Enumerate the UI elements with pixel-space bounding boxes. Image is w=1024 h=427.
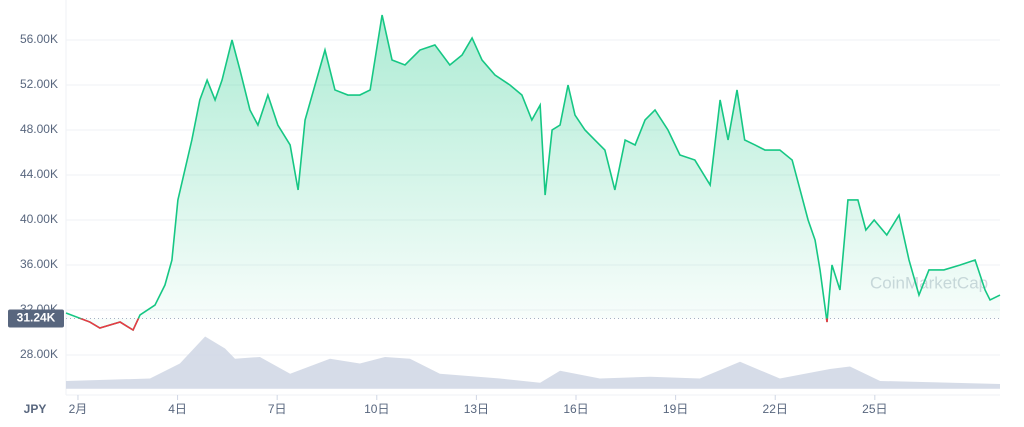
x-tick-label: 10日: [364, 402, 389, 416]
y-tick-label: 48.00K: [20, 122, 58, 136]
x-tick-label: 13日: [464, 402, 489, 416]
x-tick-label: 4日: [168, 402, 187, 416]
y-tick-label: 56.00K: [20, 32, 58, 46]
y-tick-label: 44.00K: [20, 167, 58, 181]
y-tick-label: 40.00K: [20, 212, 58, 226]
price-line: [65, 14, 1001, 332]
y-tick-label: 28.00K: [20, 347, 58, 361]
y-tick-label: 52.00K: [20, 77, 58, 91]
y-tick-label: 36.00K: [20, 257, 58, 271]
x-tick-label: 7日: [268, 402, 287, 416]
x-tick-label: 19日: [663, 402, 688, 416]
x-tick-label: 16日: [563, 402, 588, 416]
currency-label: JPY: [24, 402, 47, 416]
reference-label: 31.24K: [17, 311, 56, 325]
x-tick-label: 22日: [763, 402, 788, 416]
reference-badge: [8, 309, 64, 328]
volume-area: [66, 336, 1000, 389]
x-tick-label: 2月: [69, 402, 88, 416]
x-tick-label: 25日: [862, 402, 887, 416]
price-area: [66, 15, 1000, 331]
